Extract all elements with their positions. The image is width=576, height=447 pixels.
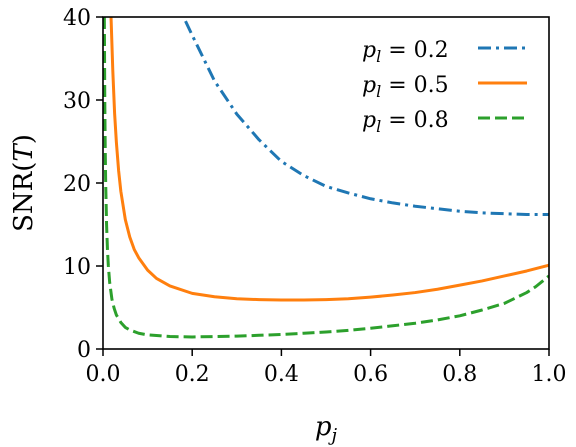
y-tick-label: 10 (63, 255, 91, 280)
y-axis-label: SNR(T) (9, 134, 39, 232)
y-axis-ticks: 0 10 20 30 40 (63, 6, 103, 363)
x-axis-label: pj (315, 412, 338, 446)
x-tick-label: 1.0 (532, 362, 567, 387)
legend-label-1: pl = 0.5 (362, 73, 449, 101)
legend: pl = 0.2 pl = 0.5 pl = 0.8 (362, 38, 527, 136)
x-tick-label: 0.4 (264, 362, 299, 387)
legend-label-0: pl = 0.2 (362, 38, 449, 66)
x-axis-label-sub: j (328, 425, 338, 446)
legend-label-2: pl = 0.8 (362, 108, 449, 136)
series-line-1 (109, 17, 549, 302)
x-tick-label: 0.0 (86, 362, 121, 387)
y-tick-label: 20 (63, 172, 91, 197)
x-axis-ticks: 0.0 0.2 0.4 0.6 0.8 1.0 (86, 349, 567, 387)
x-tick-label: 0.6 (353, 362, 388, 387)
x-tick-label: 0.2 (175, 362, 210, 387)
y-tick-label: 40 (63, 6, 91, 31)
series-line-2 (103, 17, 549, 339)
x-axis-label-var: p (315, 412, 332, 442)
y-tick-label: 0 (77, 338, 91, 363)
y-tick-label: 30 (63, 89, 91, 114)
series-layer (103, 17, 549, 339)
x-tick-label: 0.8 (442, 362, 477, 387)
